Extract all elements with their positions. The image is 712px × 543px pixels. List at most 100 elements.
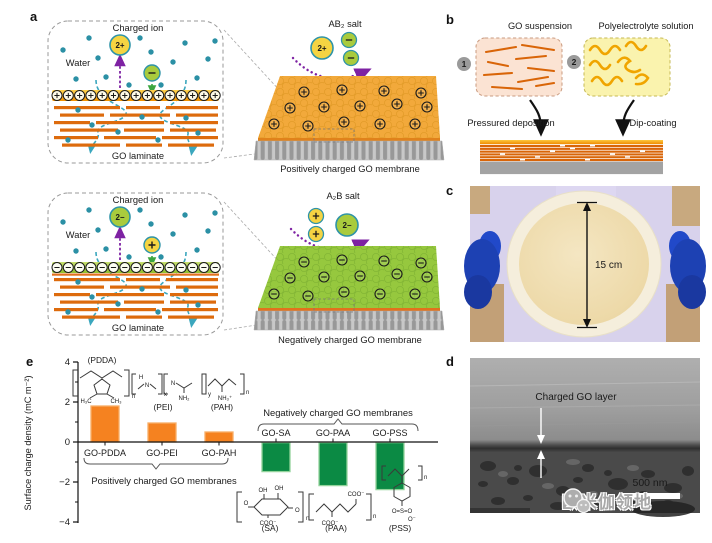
zoom-region-box [313,298,355,313]
positive-group-label: Positively charged GO membranes [91,475,237,486]
go-suspension-label: GO suspension [508,21,572,31]
go-laminate-label: GO laminate [112,151,164,161]
ytick-0: 0 [65,437,70,448]
salt-cations [307,207,325,243]
ytick-2: 2 [65,397,70,408]
panel-b-fabrication: GO suspension Polyelectrolyte solution 1… [457,21,694,175]
pdda-methyl2: CH₃ [110,399,122,405]
surface-negative-charges [51,262,221,273]
membrane-support [253,310,445,331]
substrate [480,161,663,175]
membrane-support [253,140,445,161]
pei-h: H [139,375,143,381]
negative-laminate-inset: Charged ion 2− Water GO laminate [47,192,317,336]
bar-GO-PAH [204,431,234,443]
charged-go-layer-label: Charged GO layer [535,392,617,403]
diameter-value: 15 cm [595,260,622,271]
porous-support-texture [470,459,695,517]
ytick--2: −2 [59,477,70,488]
positive-group-bracket [83,457,229,470]
charged-ion-title: Charged ion [113,195,164,205]
panel-a-label: a [30,9,38,24]
ab2-salt-label: AB₂ salt [328,19,361,29]
positive-membrane: AB₂ salt 2+ Positively charged GO membra… [253,19,445,174]
anion-icon [143,64,161,82]
layer-pointer-arrows [537,408,545,478]
left-glove [464,231,501,309]
sa-oh1: OH [259,488,268,494]
category-label-GO-PEI: GO-PEI [146,448,178,458]
category-label-GO-PSS: GO-PSS [372,428,407,438]
y-axis-title: Surface charge density (mC m⁻²) [23,375,33,510]
deposition-arrow [529,99,549,137]
watermark: 欧米伽领地 [562,487,652,513]
bar-GO-PDDA [90,405,120,443]
coated-membrane-stack [480,140,663,175]
panel-d-sem: Charged GO layer 500 nm [469,358,701,517]
pah-n-sub: n [246,390,249,396]
category-label-GO-PDDA: GO-PDDA [84,448,126,458]
water-label: Water [66,230,90,240]
ytick-4: 4 [65,357,70,368]
dip-coating-label: Dip-coating [629,118,676,128]
sa-label: (SA) [262,523,279,533]
go-laminate-label: GO laminate [112,323,164,333]
zoom-region-box [313,128,355,143]
ytick--4: −4 [59,517,70,528]
pei-label: (PEI) [153,402,172,412]
salt-anions [340,31,360,67]
negative-membrane-caption: Negatively charged GO membrane [278,335,422,345]
wechat-icon [563,487,591,513]
bar-GO-PSS [375,441,405,491]
pressured-deposition-label: Pressured deposition [467,118,554,128]
paa-n-sub: n [373,514,376,520]
pah-amine: NH₃⁺ [218,395,232,402]
paa-label: (PAA) [325,523,347,533]
divalent-cation-icon [109,34,131,56]
category-labels: GO-PDDA GO-PEI GO-PAH GO-SA GO-PAA GO-PSS [84,428,408,458]
panel-c-photo: 15 cm [464,186,706,342]
negative-group-bracket [257,418,419,432]
sa-o-right: O [295,508,300,514]
pah-structure [201,373,245,395]
step1-badge [457,57,471,71]
salt-anion-charge: 2− [342,221,351,230]
bar-GO-SA [261,441,291,473]
sa-coo: COO⁻ [260,521,277,527]
pss-o-minus: O⁻ [408,517,416,523]
pss-label: (PSS) [389,523,412,533]
panel-c-label: c [446,183,454,198]
cation-icon [143,236,161,254]
polyelectrolyte-label: Polyelectrolyte solution [598,21,693,31]
paa-structure [308,493,372,521]
paa-coo-bottom: COO⁻ [322,521,339,527]
step1-number: 1 [462,59,467,69]
bar-GO-PAA [318,441,348,487]
paa-coo-top: COO⁻ [348,492,365,498]
sa-oh2: OH [275,486,284,492]
pah-label: (PAH) [211,402,233,412]
divalent-cation-charge: 2+ [115,41,124,50]
right-glove [669,231,706,309]
pei-amine: NH₂ [179,396,191,402]
pss-n-sub: n [424,475,427,481]
pdda-n-sub: n [132,394,135,400]
sa-structure [236,491,304,523]
bar-GO-PEI [147,422,177,443]
divalent-anion-charge: 2− [115,213,124,222]
negative-membrane: A₂B salt 2− Negatively charged GO membra… [253,191,445,345]
a2b-salt-label: A₂B salt [326,191,359,201]
panel-d-label: d [446,354,454,369]
y-tick-labels: −4 −2 0 2 4 [59,357,78,528]
salt-cation-charge: 2+ [317,44,326,53]
go-flakes [482,43,556,91]
surface-positive-charges [51,90,221,101]
scale-value: 500 nm [632,477,667,489]
water-label: Water [66,58,90,68]
go-suspension-box [475,37,563,97]
panel-a-schematic: Charged ion 2+ Water GO laminate AB₂ sal… [47,19,445,345]
pei-n1: N [145,383,149,389]
panel-b-label: b [446,12,454,27]
charged-ion-title: Charged ion [113,23,164,33]
